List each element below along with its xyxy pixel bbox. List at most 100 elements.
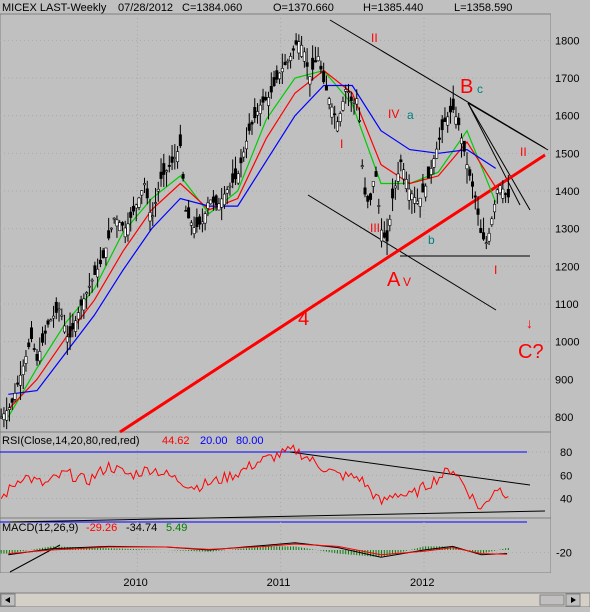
candle-body bbox=[134, 204, 138, 209]
candle-body bbox=[209, 199, 213, 205]
candle-body bbox=[203, 213, 207, 224]
time-x-axis: 2010 2011 2012 bbox=[123, 577, 434, 589]
candle-body bbox=[115, 219, 119, 227]
time-tick-label: 2012 bbox=[410, 577, 434, 589]
candle-body bbox=[222, 193, 226, 206]
candle-body bbox=[355, 98, 359, 105]
candle-body bbox=[415, 200, 419, 204]
candle-body bbox=[167, 164, 171, 167]
candle-body bbox=[54, 301, 58, 313]
candle-body bbox=[429, 168, 433, 175]
candle-body bbox=[462, 140, 466, 152]
candle-body bbox=[316, 56, 320, 62]
macd-signal: -34.74 bbox=[126, 522, 157, 534]
candle-body bbox=[35, 353, 39, 361]
candle-body bbox=[346, 91, 350, 94]
candle-body bbox=[170, 156, 174, 163]
macd-line bbox=[8, 542, 508, 558]
candle-body bbox=[484, 242, 488, 244]
candle-body bbox=[291, 48, 295, 51]
candle-body bbox=[311, 57, 315, 70]
candle-body bbox=[324, 85, 328, 91]
wave-c-label: c bbox=[477, 82, 483, 96]
candle-body bbox=[468, 169, 472, 176]
candle-body bbox=[294, 40, 298, 45]
wave4-label: 4 bbox=[298, 308, 309, 330]
candle-body bbox=[18, 374, 22, 386]
candle-body bbox=[32, 348, 36, 350]
candle-body bbox=[148, 212, 152, 222]
candle-body bbox=[302, 51, 306, 62]
waveI-bottom-label: I bbox=[494, 263, 497, 277]
macd-hist: 5.49 bbox=[166, 522, 187, 534]
candle-body bbox=[338, 113, 342, 122]
candle-body bbox=[473, 195, 477, 198]
scrollbar-thumb[interactable] bbox=[539, 594, 565, 606]
candle-body bbox=[93, 265, 97, 275]
macd-value: -29.26 bbox=[86, 522, 117, 534]
candle-body bbox=[85, 292, 89, 295]
candle-body bbox=[0, 416, 3, 419]
rsi-label: RSI(Close,14,20,80,red,red) bbox=[2, 435, 140, 447]
candle-body bbox=[313, 60, 317, 63]
candle-body bbox=[391, 188, 395, 199]
candle-body bbox=[21, 365, 25, 375]
wave-annotations: 4 II I IV III a b A V B c II I ↓ C? bbox=[298, 31, 544, 363]
header-close: C=1384.060 bbox=[182, 2, 242, 14]
rsi-tick-label: 80 bbox=[560, 447, 572, 459]
candle-body bbox=[5, 410, 9, 421]
candle-body bbox=[57, 308, 61, 311]
candle-body bbox=[71, 323, 75, 330]
b-c-fan-line-3 bbox=[467, 102, 549, 151]
rsi-upper: 80.00 bbox=[236, 435, 264, 447]
candle-body bbox=[319, 65, 323, 70]
candle-body bbox=[151, 215, 155, 218]
candle-body bbox=[385, 230, 389, 242]
candle-body bbox=[421, 183, 425, 193]
candle-body bbox=[206, 202, 210, 209]
candle-body bbox=[435, 148, 439, 159]
candle-body bbox=[256, 111, 260, 116]
horizontal-scrollbar[interactable] bbox=[0, 592, 590, 608]
time-tick-label: 2010 bbox=[123, 577, 147, 589]
scrollbar-track[interactable] bbox=[0, 592, 590, 608]
candle-body bbox=[344, 89, 348, 92]
header-low: L=1358.590 bbox=[454, 2, 512, 14]
candle-body bbox=[399, 159, 403, 163]
y-axis-strip bbox=[551, 0, 590, 607]
x-axis-strip bbox=[0, 573, 551, 593]
candle-body bbox=[374, 171, 378, 177]
price-tick-label: 1100 bbox=[555, 299, 579, 311]
price-tick-label: 1800 bbox=[555, 35, 579, 47]
candle-body bbox=[143, 183, 147, 186]
candle-body bbox=[228, 185, 232, 188]
candle-body bbox=[308, 76, 312, 85]
candle-body bbox=[432, 158, 436, 168]
candle-body bbox=[275, 70, 279, 80]
candle-body bbox=[454, 116, 458, 125]
candle-body bbox=[16, 382, 20, 385]
price-tick-label: 800 bbox=[555, 412, 573, 424]
price-tick-label: 1000 bbox=[555, 337, 579, 349]
candle-body bbox=[418, 197, 422, 207]
candle-body bbox=[490, 218, 494, 225]
candle-body bbox=[330, 106, 334, 118]
candle-body bbox=[101, 250, 105, 259]
candle-body bbox=[162, 163, 166, 175]
candle-body bbox=[13, 393, 17, 400]
header-open: O=1370.660 bbox=[273, 2, 334, 14]
waveIII-label: III bbox=[370, 221, 380, 235]
candle-body bbox=[504, 193, 508, 195]
candle-body bbox=[231, 173, 235, 183]
candle-body bbox=[283, 61, 287, 65]
candle-body bbox=[471, 181, 475, 187]
candle-body bbox=[137, 197, 141, 208]
macd-tick-label: -20 bbox=[556, 547, 572, 559]
candle-body bbox=[377, 205, 381, 207]
candle-body bbox=[145, 188, 149, 199]
candle-body bbox=[498, 185, 502, 194]
candle-body bbox=[131, 205, 135, 212]
candle-body bbox=[7, 407, 11, 410]
candle-body bbox=[49, 319, 53, 322]
